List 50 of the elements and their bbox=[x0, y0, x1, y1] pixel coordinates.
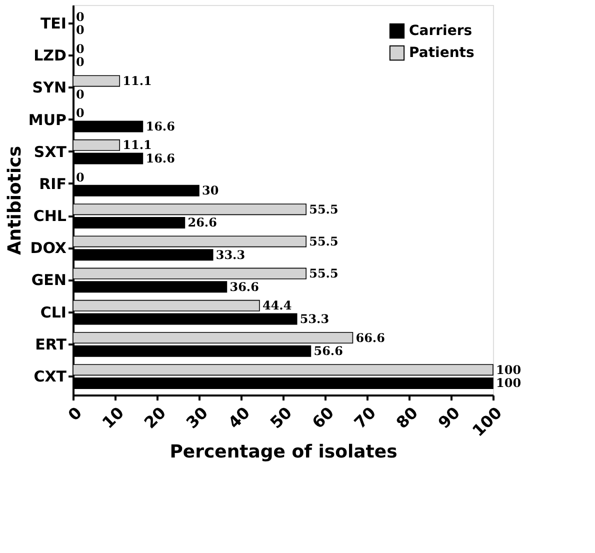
data-label: 53.3 bbox=[300, 312, 330, 326]
y-tick-label: TEI bbox=[40, 14, 66, 32]
x-tick-label: 40 bbox=[224, 403, 254, 432]
data-label: 0 bbox=[76, 55, 84, 70]
data-label: 55.5 bbox=[309, 266, 338, 281]
x-tick-label: 90 bbox=[434, 403, 464, 432]
data-label: 55.5 bbox=[309, 202, 338, 216]
data-label: 100 bbox=[496, 362, 522, 377]
data-label: 16.6 bbox=[146, 119, 175, 134]
data-label: 0 bbox=[76, 87, 84, 102]
data-label: 0 bbox=[76, 42, 84, 56]
data-label: 36.6 bbox=[230, 280, 259, 294]
y-tick-label: CHL bbox=[33, 207, 67, 226]
legend-label: Carriers bbox=[409, 23, 472, 39]
x-tick-label: 0 bbox=[64, 403, 86, 424]
y-tick-label: DOX bbox=[30, 239, 67, 258]
x-tick-label: 10 bbox=[98, 403, 128, 432]
data-label: 33.3 bbox=[216, 248, 246, 262]
data-label: 30 bbox=[202, 184, 219, 198]
data-label: 0 bbox=[76, 10, 84, 24]
x-tick-label: 50 bbox=[266, 403, 296, 432]
data-label: 0 bbox=[76, 106, 84, 120]
legend-label: Patients bbox=[409, 45, 474, 61]
data-label: 11.1 bbox=[122, 74, 152, 88]
data-label: 26.6 bbox=[188, 216, 217, 230]
data-label: 0 bbox=[76, 170, 84, 184]
data-label: 11.1 bbox=[122, 138, 152, 152]
x-tick-label: 60 bbox=[308, 403, 338, 432]
y-tick-label: SYN bbox=[32, 78, 66, 97]
data-label: 0 bbox=[76, 23, 84, 38]
x-tick-label: 80 bbox=[392, 403, 422, 432]
x-axis-title: Percentage of isolates bbox=[170, 441, 398, 462]
y-tick-label: CLI bbox=[40, 303, 66, 322]
y-tick-label: ERT bbox=[35, 335, 68, 354]
y-tick-label: LZD bbox=[34, 46, 66, 65]
y-tick-label: SXT bbox=[34, 142, 68, 161]
data-label: 56.6 bbox=[314, 344, 343, 358]
data-label: 100 bbox=[496, 376, 522, 390]
data-label: 16.6 bbox=[146, 152, 175, 166]
y-tick-label: MUP bbox=[28, 110, 66, 129]
data-label: 66.6 bbox=[356, 330, 385, 345]
data-label: 44.4 bbox=[262, 298, 292, 313]
y-tick-label: CXT bbox=[34, 368, 68, 386]
y-axis-title: Antibiotics bbox=[4, 146, 26, 256]
y-tick-label: RIF bbox=[39, 174, 66, 193]
data-label: 55.5 bbox=[309, 234, 338, 248]
x-tick-label: 30 bbox=[182, 403, 212, 432]
x-tick-label: 70 bbox=[350, 403, 380, 432]
x-tick-label: 20 bbox=[140, 403, 170, 432]
y-tick-label: GEN bbox=[31, 271, 66, 290]
